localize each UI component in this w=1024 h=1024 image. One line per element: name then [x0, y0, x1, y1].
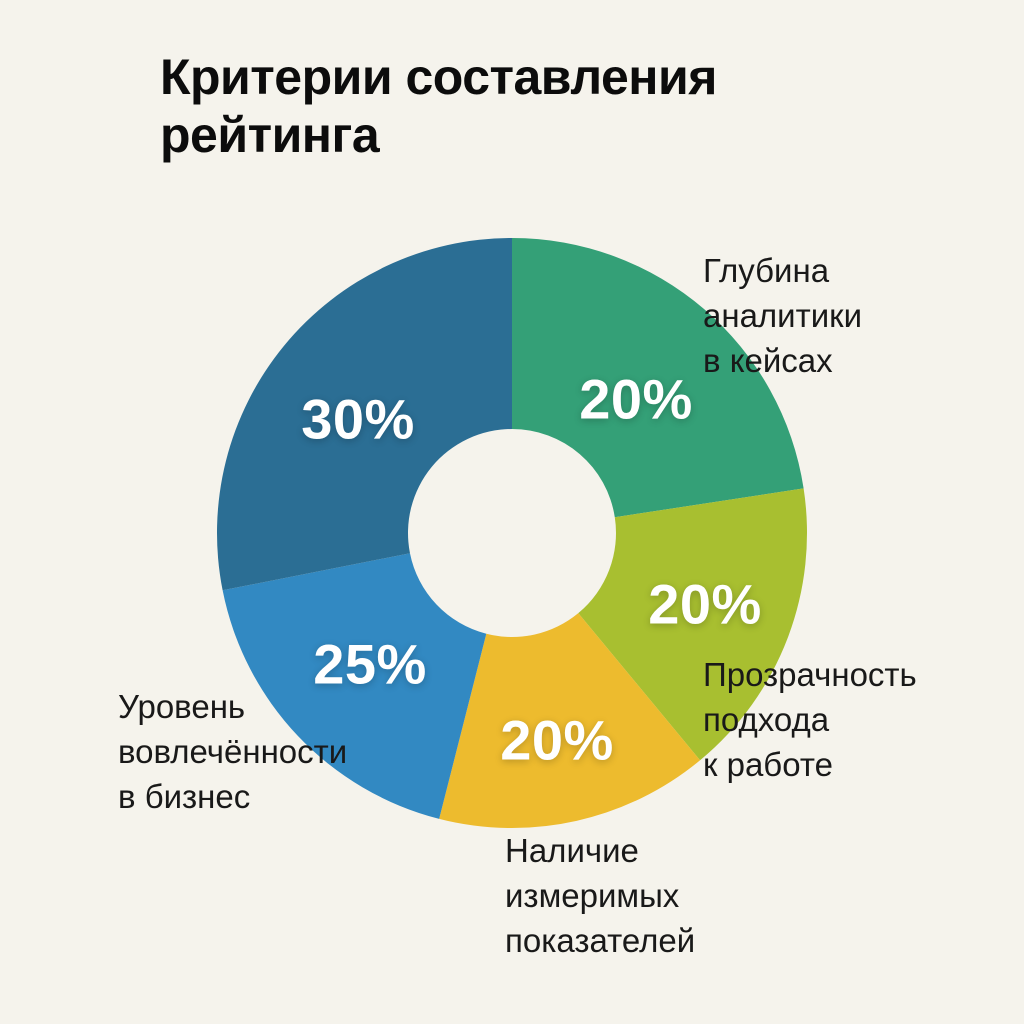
slice-category-label-transparency: Прозрачность подхода к работе [703, 656, 917, 783]
pie-slice-4 [217, 238, 512, 591]
pie-slice-1 [578, 488, 808, 761]
slice-percent-label-largest: 30% [301, 387, 415, 451]
pie-slice-2 [439, 613, 701, 828]
slice-category-label-metrics: Наличие измеримых показателей [505, 832, 696, 959]
slice-percent-label-analytics: 20% [579, 367, 693, 431]
slice-percent-label-involvement: 25% [313, 632, 427, 696]
slice-percent-label-metrics: 20% [500, 708, 614, 772]
pie-slice-0 [512, 238, 804, 518]
slice-percent-label-transparency: 20% [648, 572, 762, 636]
pie-slice-3 [222, 553, 487, 819]
slice-category-label-analytics: Глубина аналитики в кейсах [703, 252, 863, 379]
slice-category-label-involvement: Уровень вовлечённости в бизнес [118, 688, 348, 815]
chart-title: Критерии составления рейтинга [160, 49, 717, 163]
